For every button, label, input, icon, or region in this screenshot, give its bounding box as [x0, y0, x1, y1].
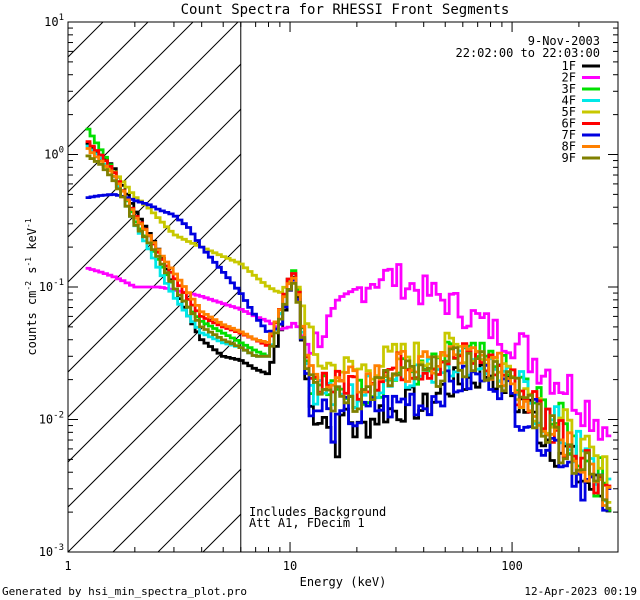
annotation-attenuator: Att A1, FDecim 1: [249, 516, 365, 530]
hatch-line: [68, 378, 241, 552]
legend-label-1f: 1F: [562, 59, 576, 73]
x-axis-label: Energy (keV): [300, 575, 387, 589]
hatch-line: [68, 153, 241, 328]
y-tick-label: 10-1: [39, 278, 64, 294]
series-line-9f: [85, 154, 612, 510]
legend-label-2f: 2F: [562, 71, 576, 85]
x-tick-label: 10: [283, 559, 297, 573]
hatch-line: [112, 423, 241, 552]
series-line-3f: [85, 127, 612, 512]
legend-label-3f: 3F: [562, 82, 576, 96]
hatch-line: [68, 22, 194, 148]
y-axis: 101 100 10-1 10-2 10-3: [39, 13, 618, 559]
annotation-background: Includes Background: [249, 505, 386, 519]
series-line-6f: [85, 140, 612, 495]
series-line-8f: [85, 147, 612, 507]
x-axis: 1 10 100: [64, 22, 619, 573]
series-group: [85, 127, 612, 513]
chart-title: Count Spectra for RHESSI Front Segments: [181, 2, 510, 18]
x-tick-label: 100: [501, 559, 523, 573]
legend-label-4f: 4F: [562, 94, 576, 108]
legend-label-7f: 7F: [562, 128, 576, 142]
date-label: 9-Nov-2003: [528, 34, 600, 48]
hatch-line: [68, 243, 241, 418]
y-axis-label: counts cm-2 s-1 keV-1: [24, 218, 39, 355]
legend-label-9f: 9F: [562, 151, 576, 165]
legend-label-6f: 6F: [562, 117, 576, 131]
hatch-line: [68, 333, 241, 508]
series-line-5f: [85, 154, 612, 504]
time-range-label: 22:02:00 to 22:03:00: [456, 46, 601, 60]
legend-label-5f: 5F: [562, 105, 576, 119]
y-tick-label: 10-3: [39, 543, 64, 559]
footer-generator: Generated by hsi_min_spectra_plot.pro: [2, 585, 247, 598]
hatched-region: [68, 22, 241, 552]
x-tick-label: 1: [64, 559, 71, 573]
y-tick-label: 100: [44, 146, 64, 162]
y-tick-label: 10-2: [39, 411, 64, 427]
legend-label-8f: 8F: [562, 140, 576, 154]
y-tick-label: 101: [44, 13, 64, 29]
hatch-line: [68, 108, 241, 283]
series-line-7f: [85, 193, 612, 512]
hatch-line: [68, 22, 239, 193]
series-line-4f: [85, 144, 612, 503]
hatch-line: [68, 63, 241, 238]
footer-timestamp: 12-Apr-2023 00:19: [524, 585, 637, 598]
